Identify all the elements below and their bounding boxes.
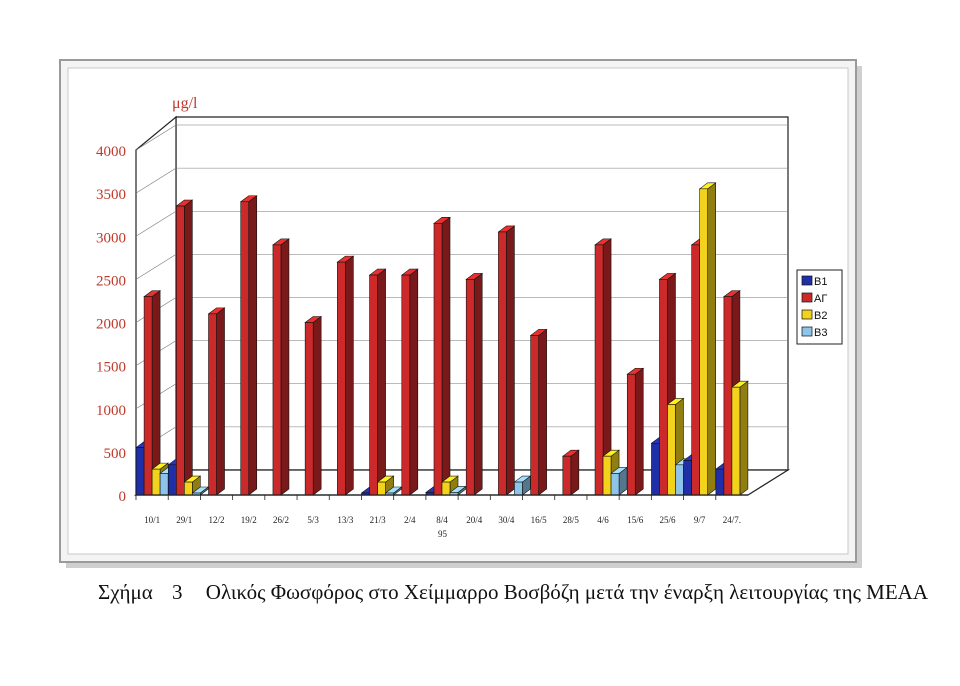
bar-ΑΓ-19/2: [239, 195, 258, 496]
bar-ΑΓ-2/4: [400, 268, 419, 496]
x-tick-label: 19/2: [241, 515, 257, 525]
legend-swatch-B1: [801, 275, 813, 286]
x-tick-label: 8/4: [436, 515, 448, 525]
legend-swatch-ΑΓ: [801, 292, 813, 303]
x-tick-label: 16/5: [531, 515, 548, 525]
x-axis-labels: 10/1 29/1 12/2 19/2 26/2 5/3 13/3 21/3 2/4 8/4 20/…: [135, 494, 748, 525]
y-tick-label: 0: [119, 489, 127, 505]
y-tick-label: 2500: [96, 273, 126, 289]
y-tick-label: 1000: [96, 403, 126, 419]
bars: [135, 182, 749, 496]
y-axis-unit-label: μg/l: [172, 95, 198, 112]
bar-ΑΓ-12/2: [207, 307, 226, 496]
bar-ΑΓ-28/5: [561, 449, 580, 496]
bar-ΑΓ-21/3: [368, 268, 387, 496]
bar-ΑΓ-8/4: [433, 216, 451, 496]
x-tick-label: 28/5: [563, 515, 580, 525]
bar-B2-21/3: [376, 475, 395, 496]
y-tick-label: 1500: [96, 360, 126, 376]
x-tick-label: 2/4: [404, 515, 416, 525]
bar-ΑΓ-15/6: [626, 367, 645, 496]
y-tick-label: 2000: [96, 317, 126, 333]
bar-B2-24/7.: [730, 380, 749, 496]
y-tick-label: 4000: [96, 144, 126, 160]
figure-caption: Σχήμα 3 Ολικός Φωσφόρος στο Χείμμαρρο Βο…: [98, 580, 928, 605]
bar-ΑΓ-5/3: [304, 315, 323, 496]
x-tick-label: 26/2: [273, 515, 289, 525]
x-tick-label: 4/6: [597, 515, 609, 525]
x-tick-label: 20/4: [466, 515, 483, 525]
x-tick-label: 15/6: [627, 515, 644, 525]
x-tick-label: 21/3: [370, 515, 387, 525]
x-tick-label: 24/7.: [723, 515, 741, 525]
gridline-side: [135, 167, 177, 194]
caption-text: Ολικός Φωσφόρος στο Χείμμαρρο Βοσβόζη με…: [205, 580, 928, 604]
bar-ΑΓ-20/4: [465, 272, 484, 496]
x-tick-label: 30/4: [498, 515, 515, 525]
year-label: 95: [438, 529, 448, 539]
x-tick-label: 13/3: [337, 515, 354, 525]
y-tick-label: 3000: [96, 230, 126, 246]
legend-swatch-B2: [801, 309, 813, 320]
bar-ΑΓ-30/4: [497, 225, 516, 496]
bar-ΑΓ-10/1: [143, 290, 162, 496]
y-axis-ticks: 0 500 1000 1500 2000 2500 3000 3500 4000: [96, 144, 126, 505]
legend: B1 ΑΓ B2 B3: [796, 269, 843, 345]
bar-B3-29/1: [191, 486, 210, 496]
caption-label: Σχήμα: [98, 580, 153, 604]
bar-B2-9/7: [698, 182, 717, 496]
caption-number: 3: [172, 580, 183, 604]
x-tick-label: 12/2: [209, 515, 225, 525]
legend-label-B1: B1: [814, 276, 827, 288]
bar-B3-4/6: [610, 466, 628, 496]
legend-swatch-B3: [801, 326, 813, 337]
bar-ΑΓ-16/5: [529, 328, 548, 496]
gridline-side: [135, 254, 177, 280]
y-tick-label: 500: [104, 446, 127, 462]
x-tick-label: 5/3: [307, 515, 319, 525]
legend-label-B2: B2: [814, 310, 827, 322]
bar-B3-30/4: [513, 475, 532, 496]
gridline-side: [135, 210, 177, 237]
bar-ΑΓ-13/3: [336, 255, 355, 496]
x-tick-label: 25/6: [659, 515, 676, 525]
x-tick-label: 9/7: [694, 515, 706, 525]
bar-ΑΓ-26/2: [272, 238, 290, 496]
gridline-side: [135, 124, 177, 151]
legend-label-B3: B3: [814, 327, 827, 339]
y-tick-label: 3500: [96, 187, 126, 203]
x-tick-label: 10/1: [144, 515, 160, 525]
legend-label-ΑΓ: ΑΓ: [814, 293, 827, 305]
bar-ΑΓ-29/1: [175, 199, 194, 496]
x-tick-label: 29/1: [176, 515, 192, 525]
